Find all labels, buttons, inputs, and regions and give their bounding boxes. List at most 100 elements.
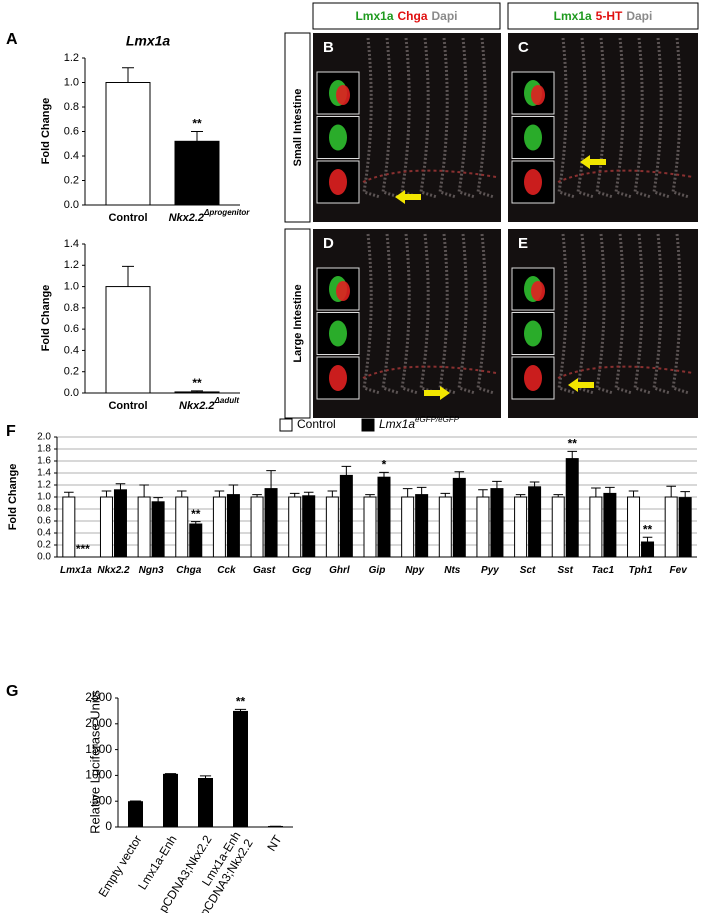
error-bar bbox=[440, 492, 451, 497]
bar bbox=[476, 496, 490, 558]
error-bar bbox=[191, 390, 203, 392]
x-tick-label: Nts bbox=[444, 565, 461, 576]
bar bbox=[233, 710, 248, 828]
error-bar bbox=[341, 465, 352, 476]
tissue bbox=[381, 37, 400, 199]
y-axis-label: Fold Change bbox=[7, 464, 19, 531]
x-tick-label-main: Nts bbox=[444, 565, 461, 576]
tissue bbox=[362, 233, 381, 395]
y-tick-label: 500 bbox=[92, 793, 112, 807]
error-bar bbox=[327, 490, 338, 497]
bar bbox=[603, 492, 617, 558]
bar bbox=[212, 496, 226, 558]
y-axis-label: Fold Change bbox=[40, 285, 52, 352]
panel-label: G bbox=[6, 683, 18, 700]
tissue bbox=[457, 233, 476, 395]
x-tick-label: NT bbox=[264, 832, 285, 854]
row-box bbox=[284, 228, 311, 419]
x-tick-label: Cck bbox=[217, 565, 236, 576]
panel-letter: D bbox=[323, 235, 334, 252]
y-tick-label: 1.2 bbox=[37, 480, 51, 491]
tissue bbox=[576, 233, 595, 395]
y-tick-label: 0.6 bbox=[37, 516, 51, 527]
cell bbox=[524, 124, 542, 151]
tissue bbox=[633, 37, 652, 199]
y-tick-label: 1.4 bbox=[37, 468, 51, 479]
x-tick-label: Tac1 bbox=[592, 565, 615, 576]
bar bbox=[664, 496, 678, 558]
panel-letter: E bbox=[518, 235, 528, 252]
header-word: Chga bbox=[398, 9, 428, 23]
tissue bbox=[362, 365, 497, 379]
bar bbox=[128, 801, 143, 828]
bar bbox=[627, 496, 641, 558]
cell bbox=[329, 365, 347, 391]
bar bbox=[325, 496, 339, 558]
y-tick-label: 0.8 bbox=[64, 302, 79, 314]
tissue bbox=[595, 37, 614, 199]
error-bar bbox=[478, 489, 488, 497]
error-bar bbox=[129, 800, 142, 802]
bar bbox=[565, 458, 579, 558]
error-bar bbox=[64, 491, 74, 497]
header-text: Lmx1a 5-HT Dapi bbox=[554, 9, 653, 23]
x-tick-label-main: Tph1 bbox=[629, 565, 653, 576]
legend-name: Control bbox=[297, 417, 336, 431]
y-tick-label: 2.0 bbox=[37, 432, 51, 443]
x-tick-label: Gast bbox=[253, 565, 276, 576]
x-tick-label: Sst bbox=[557, 565, 573, 576]
cell bbox=[531, 281, 545, 301]
y-tick-label: 0.4 bbox=[37, 528, 51, 539]
x-tick-label-main: Chga bbox=[176, 565, 201, 576]
x-tick-label-main: Nkx2.2 bbox=[169, 212, 204, 224]
bar bbox=[415, 494, 429, 558]
error-bar bbox=[666, 485, 676, 497]
y-tick-label: 1.0 bbox=[37, 492, 51, 503]
bar bbox=[198, 777, 213, 828]
x-tick-label-main: Gip bbox=[369, 565, 386, 576]
y-tick-label: 1.0 bbox=[64, 76, 79, 88]
tissue bbox=[671, 37, 690, 199]
x-tick-label: Gip bbox=[369, 565, 386, 576]
x-tick-label-main: Sct bbox=[520, 565, 536, 576]
error-bar bbox=[567, 450, 578, 459]
y-tick-label: 0.4 bbox=[64, 344, 79, 356]
tissue bbox=[652, 37, 671, 199]
header-word: 5-HT bbox=[596, 9, 623, 23]
x-tick-label: Nkx2.2Δprogenitor bbox=[169, 208, 251, 224]
error-bar bbox=[591, 487, 601, 497]
row-label: Large Intestine bbox=[292, 284, 304, 362]
bar bbox=[452, 477, 466, 558]
tissue bbox=[362, 169, 497, 183]
arrow bbox=[395, 190, 421, 204]
tissue bbox=[362, 37, 381, 199]
y-axis-label: Fold Change bbox=[40, 98, 52, 165]
y-tick-label: 0.2 bbox=[37, 540, 51, 551]
x-tick-label: Chga bbox=[176, 565, 201, 576]
tissue bbox=[576, 37, 595, 199]
cell bbox=[329, 169, 347, 195]
x-tick-label: Control bbox=[108, 400, 147, 412]
error-bar bbox=[122, 265, 134, 287]
error-bar bbox=[252, 494, 262, 497]
legend-label: Control bbox=[297, 417, 336, 431]
legend-swatch bbox=[279, 418, 293, 432]
bar bbox=[363, 496, 377, 558]
error-bar bbox=[115, 483, 126, 490]
header-text: Lmx1a Chga Dapi bbox=[355, 9, 457, 23]
x-tick-label-sup: Δprogenitor bbox=[203, 208, 250, 217]
bar bbox=[678, 497, 692, 558]
tissue bbox=[438, 233, 457, 395]
y-tick-label: 2000 bbox=[85, 716, 112, 730]
significance: ** bbox=[568, 437, 578, 451]
significance: *** bbox=[76, 542, 90, 556]
bar bbox=[302, 495, 316, 558]
x-tick-label: Empty vector bbox=[96, 833, 145, 900]
tissue bbox=[614, 233, 633, 395]
panel-label: F bbox=[6, 423, 16, 440]
header-word: Dapi bbox=[626, 9, 652, 23]
bar bbox=[226, 494, 240, 558]
error-bar bbox=[176, 490, 187, 497]
error-bar bbox=[190, 521, 201, 524]
